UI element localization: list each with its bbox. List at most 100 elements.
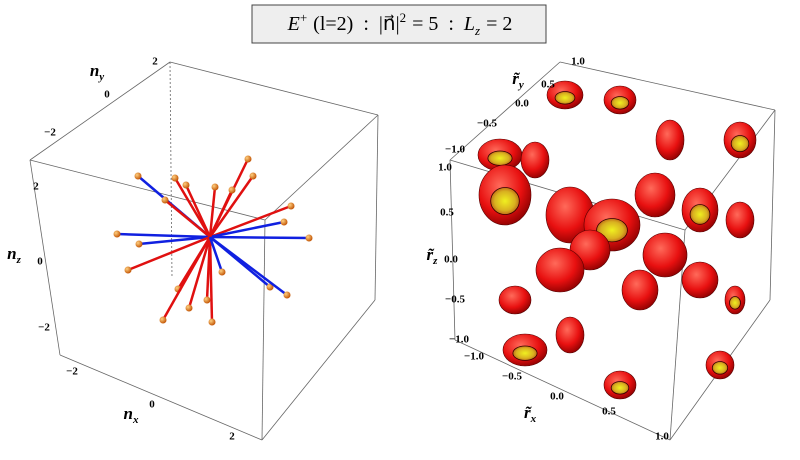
tick-label: 0 — [37, 256, 43, 268]
vector — [127, 235, 211, 272]
axis-subscript: z — [432, 255, 438, 267]
vector-tip — [135, 240, 143, 248]
tick-label: 0.5 — [541, 79, 555, 91]
tick-label: 1.0 — [571, 56, 585, 68]
tick-label: −1.0 — [445, 144, 466, 156]
tick-label: −0.5 — [502, 371, 523, 383]
vector — [116, 232, 211, 239]
blob-core — [554, 91, 576, 105]
vector-tip — [228, 186, 236, 194]
blob — [725, 201, 755, 239]
vector-tip — [171, 174, 179, 182]
axis-subscript: x — [530, 413, 537, 425]
vector-tip — [287, 202, 295, 210]
vector-tip — [283, 291, 291, 299]
blob-core — [487, 150, 513, 166]
vector — [164, 199, 211, 238]
vector — [209, 236, 288, 296]
vector-tip — [113, 230, 121, 238]
tick-label: 0.5 — [602, 406, 616, 418]
vector-tip — [185, 304, 193, 312]
vector — [208, 175, 255, 238]
vector-tip — [218, 268, 226, 276]
vector-tip — [249, 172, 257, 180]
blob-core — [730, 135, 750, 153]
tick-label: −2 — [44, 127, 56, 139]
axis-label: nx — [124, 404, 139, 426]
axis-label: r̃y — [512, 69, 524, 91]
vector — [208, 186, 217, 238]
blob — [555, 316, 585, 354]
vector — [138, 235, 211, 246]
axis-symbol: n — [90, 61, 99, 80]
tick-label: 1.0 — [438, 162, 452, 174]
axis-subscript: y — [517, 79, 524, 91]
blob-core — [610, 381, 630, 395]
blob-core — [711, 361, 729, 375]
axis-label: r̃x — [524, 403, 537, 425]
axis-symbol: r̃ — [512, 69, 520, 88]
blob-core — [610, 96, 630, 110]
vector — [208, 189, 234, 238]
title-box — [251, 4, 547, 44]
axis-label: ny — [90, 61, 104, 83]
vector — [209, 235, 310, 240]
axis-label: r̃z — [427, 245, 439, 267]
blob — [655, 119, 685, 161]
axis-symbol: n — [124, 404, 133, 423]
vector-tip — [208, 318, 216, 326]
vector-tip — [203, 296, 211, 304]
vectors — [113, 155, 313, 326]
blob — [634, 172, 676, 218]
tick-label: 1.0 — [655, 431, 669, 443]
blob — [642, 232, 688, 278]
density-surfaces — [477, 80, 757, 400]
tick-label: 0 — [149, 399, 155, 411]
tick-label: −1.0 — [464, 351, 485, 363]
tick-label: −2 — [66, 366, 78, 378]
tick-label: −2 — [38, 322, 50, 334]
blob — [535, 247, 585, 293]
vector — [208, 236, 224, 273]
tick-label: 2 — [152, 56, 158, 68]
vector-tip — [211, 183, 219, 191]
left-cube — [29, 61, 379, 441]
tick-label: 0.0 — [444, 254, 458, 266]
axis-symbol: r̃ — [427, 245, 435, 264]
tick-label: 0.0 — [550, 391, 564, 403]
vector — [209, 220, 285, 239]
tick-label: 0 — [104, 89, 110, 101]
tick-label: 2 — [33, 181, 39, 193]
vector-tip — [182, 181, 190, 189]
blob — [621, 269, 659, 311]
tick-label: 0.0 — [515, 98, 529, 110]
vector-tip — [305, 234, 313, 242]
axis-symbol: r̃ — [524, 403, 532, 422]
vector — [208, 236, 214, 323]
vector — [161, 236, 212, 321]
blob-core — [490, 187, 520, 215]
vector-tip — [134, 172, 142, 180]
axis-subscript: x — [132, 414, 139, 426]
axis-symbol: n — [7, 244, 16, 263]
axis-subscript: y — [97, 71, 104, 83]
tick-label: 0.5 — [440, 207, 454, 219]
tick-label: −1.0 — [449, 334, 470, 346]
vector — [187, 236, 212, 309]
blob-core — [689, 204, 711, 225]
tick-label: −0.5 — [477, 118, 498, 130]
axis-subscript: z — [16, 254, 22, 266]
vector — [209, 204, 292, 239]
tick-label: −0.5 — [445, 294, 466, 306]
vector-tip — [159, 316, 167, 324]
vector-tip — [280, 218, 288, 226]
vector — [173, 177, 212, 238]
vector-tip — [266, 283, 274, 291]
axis-labels: ny20−2nz20−2nx−202r̃y1.00.50.0−0.5−1.0r̃… — [7, 56, 669, 443]
vector-tip — [161, 196, 169, 204]
axis-label: nz — [7, 244, 21, 266]
title: E+ (l=2): |n⃗|2 = 5: Lz = 2 — [287, 10, 513, 38]
vector-tip — [124, 266, 132, 274]
blob — [681, 261, 719, 299]
